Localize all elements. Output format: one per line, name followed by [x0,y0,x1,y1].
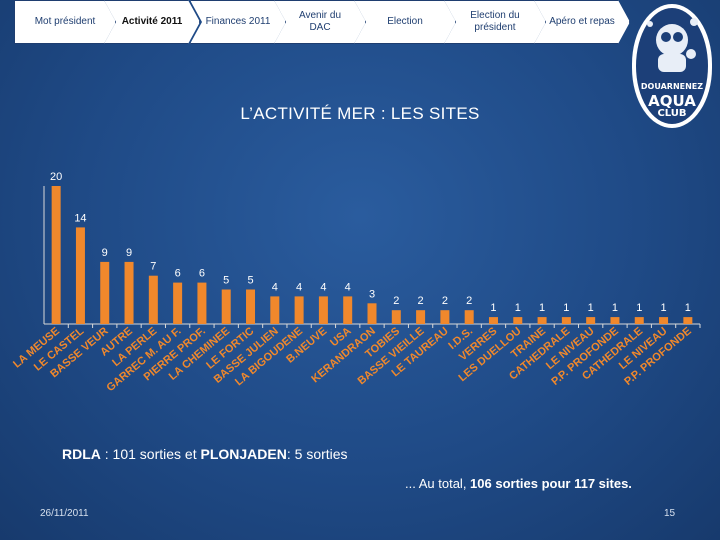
logo-line-1: DOUARNENEZ [640,82,704,91]
nav-tab-5[interactable]: Election [354,0,456,44]
bar-value-label: 1 [612,302,618,314]
bar [610,317,620,324]
nav-tab-2[interactable]: Activité 2011 [104,0,200,44]
bar [513,317,523,324]
slide-date: 26/11/2011 [40,508,89,519]
bar [586,317,596,324]
bar-value-label: 9 [126,247,132,259]
bar-value-label: 6 [199,268,205,280]
total-note: ... Au total, 106 sorties pour 117 sites… [405,476,632,491]
logo-line-3: CLUB [657,108,687,119]
club-logo: DOUARNENEZ AQUA CLUB [632,4,712,128]
bar-value-label: 2 [466,295,472,307]
bar [124,261,134,324]
nav-tab-label: Mot président [34,16,96,27]
bar-value-label: 1 [636,302,642,314]
bar [683,317,693,324]
bar-value-label: 1 [660,302,666,314]
bar-value-label: 9 [102,247,108,259]
bar [391,310,401,324]
bar [197,282,207,324]
bar [416,310,426,324]
bar-value-label: 1 [563,302,569,314]
note-prefix: RDLA [62,446,101,462]
nav-tab-7[interactable]: Apéro et repas [534,0,630,44]
bar [634,317,644,324]
bar-value-label: 1 [685,302,691,314]
bar [537,317,547,324]
nav-tab-3[interactable]: Finances 2011 [190,0,286,44]
bar-value-label: 2 [393,295,399,307]
bar-value-label: 4 [272,281,278,293]
bar-value-label: 3 [369,288,375,300]
bar [100,261,110,324]
bar-value-label: 1 [588,302,594,314]
bar-value-label: 5 [247,275,253,287]
bar-value-label: 1 [539,302,545,314]
note-middle: : 101 sorties et [100,446,201,462]
bar [221,289,231,324]
bar [246,289,256,324]
bar-value-label: 4 [296,281,302,293]
note-strong: PLONJADEN [200,446,287,462]
bar-value-label: 4 [320,281,326,293]
total-prefix: ... Au total, [405,476,471,491]
note-suffix: : 5 sorties [286,446,348,462]
bar [464,310,474,324]
bar [173,282,183,324]
top-navigation: Mot président Activité 2011 Finances 2011 A… [14,0,614,44]
nav-tab-4[interactable]: Avenir du DAC [274,0,366,44]
bar [51,186,61,324]
bar-value-label: 4 [345,281,351,293]
nav-tab-6[interactable]: Election du président [444,0,546,44]
logo-inner: DOUARNENEZ AQUA CLUB [636,8,708,124]
rdla-note: RDLA : 101 sorties et PLONJADEN: 5 sorti… [62,446,348,462]
nav-tab-label: Finances 2011 [205,16,271,27]
nav-tab-label: Apéro et repas [549,16,615,27]
page-number: 15 [664,508,676,519]
bar-value-label: 5 [223,275,229,287]
nav-tab-label: Election du président [470,10,520,33]
bar [440,310,450,324]
bar-value-label: 14 [74,212,86,224]
nav-tab-label: Activité 2011 [121,16,183,27]
nav-tab-label: Avenir du DAC [298,10,342,33]
bar [367,303,377,324]
bar [270,296,280,324]
bar-value-label: 1 [515,302,521,314]
bar [343,296,353,324]
bar [294,296,304,324]
logo-line-2: AQUA [648,92,696,110]
page-title: L’ACTIVITÉ MER : LES SITES [240,104,480,123]
bar-value-label: 2 [418,295,424,307]
bar-value-label: 1 [490,302,496,314]
bar-value-label: 20 [50,171,62,183]
nav-tab-label: Election [387,16,423,27]
bar [659,317,669,324]
bar [561,317,571,324]
bar-value-label: 6 [175,268,181,280]
bar-value-label: 2 [442,295,448,307]
total-strong: 106 sorties pour 117 sites. [470,476,632,491]
bar [488,317,498,324]
bar [148,275,158,324]
bar-value-label: 7 [150,261,156,273]
diver-mascot-icon [647,18,698,72]
bar [318,296,328,324]
bar [75,227,85,324]
nav-tab-1[interactable]: Mot président [14,0,116,44]
